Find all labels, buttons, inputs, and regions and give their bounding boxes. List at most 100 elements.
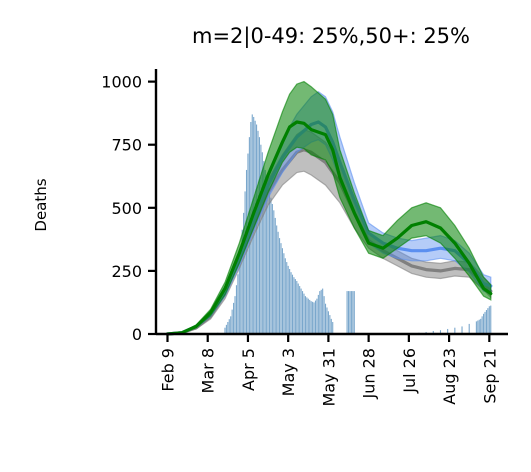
- observed-bar: [294, 279, 296, 334]
- observed-bar: [260, 144, 262, 334]
- observed-bar: [332, 322, 334, 334]
- observed-bar: [310, 301, 312, 334]
- x-tick-label: Sep 21: [480, 348, 499, 404]
- observed-bar: [353, 291, 355, 334]
- observed-bar: [301, 291, 304, 334]
- observed-bar: [241, 229, 243, 334]
- y-tick-label: 250: [111, 262, 142, 281]
- observed-bar: [230, 316, 232, 334]
- chart-title: m=2|0-49: 25%,50+: 25%: [192, 24, 470, 49]
- observed-bar: [233, 302, 235, 334]
- observed-bar: [432, 330, 434, 334]
- plot-area: [165, 80, 493, 336]
- observed-bar: [290, 272, 292, 334]
- observed-bar: [319, 291, 321, 334]
- x-tick-label: Jul 26: [400, 348, 419, 394]
- observed-bar: [234, 296, 236, 334]
- observed-bar: [329, 315, 331, 334]
- observed-bar: [267, 185, 269, 334]
- observed-bar: [461, 326, 463, 334]
- observed-bar: [304, 296, 306, 334]
- observed-bar: [475, 321, 477, 334]
- observed-bar: [447, 328, 449, 334]
- observed-bar: [271, 204, 273, 334]
- observed-bar: [330, 318, 332, 334]
- observed-bar: [327, 311, 329, 334]
- observed-bar: [352, 291, 354, 334]
- observed-bar: [346, 291, 348, 334]
- observed-bar: [480, 318, 482, 334]
- observed-bar: [243, 212, 245, 334]
- observed-bar: [303, 293, 305, 334]
- observed-bar: [300, 288, 302, 334]
- observed-bar: [349, 291, 351, 334]
- y-tick-label: 750: [111, 136, 142, 155]
- x-tick-label: Mar 8: [199, 348, 218, 393]
- observed-bar: [244, 191, 246, 334]
- observed-bar: [279, 238, 281, 334]
- observed-bar: [316, 298, 318, 334]
- observed-bar: [488, 306, 490, 334]
- observed-bar: [264, 169, 266, 334]
- x-ticks: Feb 9 Mar 8 Apr 5 May 3 May 31 Jun 28 Jul 26 Au…: [158, 334, 499, 407]
- observed-bar: [296, 281, 298, 334]
- observed-bar: [320, 289, 322, 334]
- observed-bar: [350, 291, 352, 334]
- observed-bar: [289, 269, 291, 334]
- observed-bar: [326, 307, 328, 334]
- observed-bar: [274, 217, 276, 334]
- y-tick-label: 500: [111, 199, 142, 218]
- observed-bar: [323, 296, 325, 334]
- observed-bar: [490, 305, 492, 334]
- observed-bar: [483, 313, 485, 334]
- observed-bar: [258, 137, 260, 334]
- series-line: [165, 120, 493, 336]
- observed-bar: [287, 265, 289, 334]
- series-2: [165, 80, 493, 336]
- observed-bar: [231, 309, 233, 334]
- x-tick-label: Jun 28: [360, 348, 379, 399]
- observed-bar: [276, 225, 278, 334]
- observed-bar: [478, 319, 480, 334]
- observed-bar: [266, 177, 268, 334]
- observed-bar: [227, 322, 229, 334]
- observed-bar: [347, 291, 350, 334]
- y-ticks: 0 250 500 750 1000: [101, 73, 156, 344]
- observed-bar: [487, 308, 489, 334]
- observed-bar: [322, 288, 324, 334]
- observed-bar: [299, 286, 301, 334]
- observed-bar: [309, 299, 311, 334]
- observed-bar: [291, 274, 294, 334]
- observed-bar: [313, 302, 315, 334]
- observed-bar: [225, 324, 227, 334]
- observed-bar: [268, 191, 271, 334]
- observed-bar: [307, 298, 309, 334]
- x-tick-label: Apr 5: [239, 348, 258, 391]
- observed-bar: [484, 311, 486, 334]
- observed-bar: [481, 316, 483, 334]
- observed-bar: [454, 327, 456, 334]
- x-tick-label: Feb 9: [158, 348, 177, 392]
- observed-bar: [235, 285, 238, 334]
- observed-bar: [277, 231, 279, 334]
- y-tick-label: 0: [132, 325, 142, 344]
- x-tick-label: May 31: [319, 348, 338, 407]
- observed-bar: [324, 303, 327, 334]
- observed-bar: [297, 283, 299, 334]
- y-axis-label: Deaths: [32, 178, 50, 231]
- observed-bar: [261, 152, 263, 334]
- observed-bar: [280, 243, 282, 334]
- observed-bar: [312, 301, 314, 334]
- x-tick-label: Aug 23: [440, 348, 459, 405]
- observed-bar: [238, 263, 240, 334]
- observed-bar: [306, 297, 308, 334]
- y-tick-label: 1000: [101, 73, 142, 92]
- observed-bar: [317, 294, 319, 334]
- observed-bar: [240, 246, 242, 334]
- observed-bar: [263, 161, 265, 334]
- observed-bar: [314, 300, 317, 334]
- observed-bar: [257, 130, 259, 334]
- observed-bar: [237, 274, 239, 334]
- observed-bar: [270, 197, 272, 334]
